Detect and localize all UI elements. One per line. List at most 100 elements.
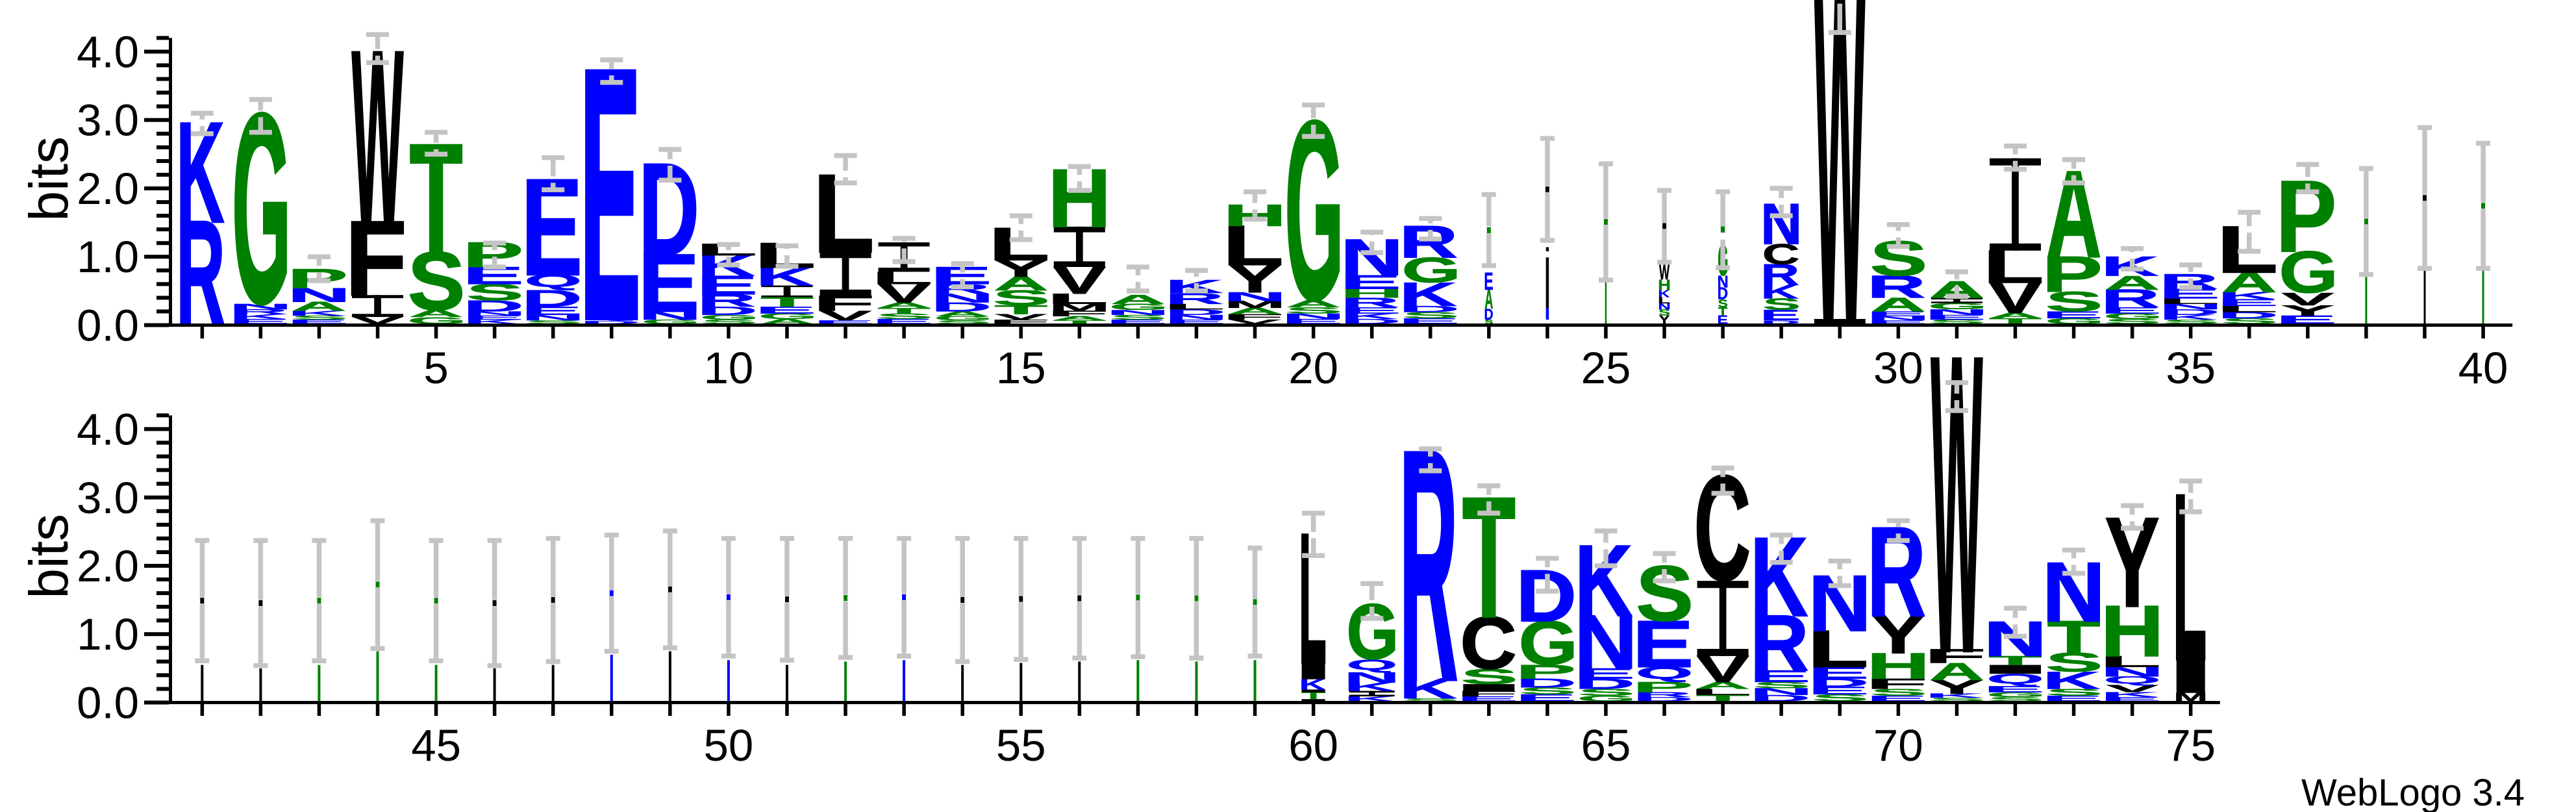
svg-text:S: S <box>2045 286 2103 317</box>
svg-text:F: F <box>1223 312 1284 322</box>
svg-text:40: 40 <box>2458 343 2508 393</box>
svg-text:D: D <box>1633 696 1694 702</box>
svg-text:S: S <box>2162 318 2220 325</box>
svg-text:bits: bits <box>18 136 79 222</box>
svg-text:K: K <box>1761 281 1799 303</box>
svg-text:N: N <box>229 302 292 311</box>
svg-text:S: S <box>2221 316 2278 325</box>
svg-text:V: V <box>2106 683 2158 694</box>
svg-text:N: N <box>1165 314 1228 322</box>
svg-text:N: N <box>463 311 526 317</box>
svg-text:D: D <box>1575 676 1635 692</box>
svg-text:D: D <box>1750 693 1810 703</box>
svg-text:V: V <box>878 279 931 309</box>
svg-text:L: L <box>1690 687 1751 697</box>
svg-text:N: N <box>1984 611 2047 666</box>
svg-text:T: T <box>1989 316 2042 325</box>
svg-text:D: D <box>639 136 699 283</box>
svg-text:E: E <box>1106 318 1167 325</box>
svg-text:3.0: 3.0 <box>77 95 139 146</box>
svg-text:55: 55 <box>996 720 1046 770</box>
svg-text:0.0: 0.0 <box>77 301 139 351</box>
svg-text:N: N <box>1574 600 1637 685</box>
svg-text:E: E <box>697 270 758 300</box>
svg-text:S: S <box>2045 687 2103 698</box>
svg-text:25: 25 <box>1581 343 1631 393</box>
svg-text:R: R <box>697 290 756 311</box>
svg-text:N: N <box>2101 664 2164 679</box>
svg-text:V: V <box>995 312 1047 322</box>
svg-text:E: E <box>1516 692 1577 704</box>
svg-text:M: M <box>2173 691 2208 704</box>
svg-text:Q: Q <box>1636 664 1693 683</box>
svg-text:W: W <box>1814 0 1866 423</box>
svg-text:E: E <box>755 305 816 316</box>
svg-text:E: E <box>1808 685 1869 697</box>
svg-text:S: S <box>2045 647 2103 678</box>
svg-text:E: E <box>1925 313 1986 321</box>
svg-text:Y: Y <box>2281 302 2334 319</box>
svg-text:E: E <box>1340 305 1401 315</box>
svg-text:E: E <box>2042 309 2103 320</box>
svg-text:T: T <box>1462 463 1516 653</box>
svg-text:E: E <box>2159 286 2220 301</box>
svg-text:S: S <box>466 279 523 305</box>
svg-text:S: S <box>1987 696 2044 702</box>
svg-text:L: L <box>1299 494 1327 702</box>
svg-text:D: D <box>2159 308 2220 317</box>
svg-text:D: D <box>1516 676 1577 690</box>
svg-text:E: E <box>287 318 348 325</box>
svg-text:D: D <box>697 304 758 318</box>
svg-text:S: S <box>993 286 1050 309</box>
svg-text:F: F <box>1457 689 1518 698</box>
svg-text:G: G <box>1109 302 1168 312</box>
svg-text:F: F <box>988 318 1050 325</box>
svg-text:Q: Q <box>1347 657 1397 673</box>
svg-text:C: C <box>1762 238 1799 270</box>
svg-text:A: A <box>1286 298 1341 309</box>
svg-text:N: N <box>2042 545 2105 640</box>
svg-text:E: E <box>1282 318 1343 325</box>
svg-text:N: N <box>1750 686 1813 697</box>
svg-text:D: D <box>463 297 523 314</box>
svg-text:K: K <box>2101 691 2158 698</box>
svg-text:R: R <box>1166 290 1224 307</box>
svg-text:D: D <box>1760 319 1800 325</box>
svg-text:A: A <box>1988 311 2043 320</box>
svg-text:R: R <box>1399 383 1458 748</box>
svg-text:75: 75 <box>2166 720 2216 770</box>
svg-text:D: D <box>1484 305 1494 324</box>
svg-text:N: N <box>1107 309 1169 316</box>
svg-text:A: A <box>2046 146 2101 283</box>
svg-text:N: N <box>1344 669 1400 686</box>
svg-text:S: S <box>1636 550 1694 637</box>
svg-text:E: E <box>814 320 875 325</box>
svg-text:D: D <box>1399 304 1460 314</box>
svg-text:S: S <box>1753 680 1810 690</box>
svg-text:K: K <box>1926 692 1983 699</box>
svg-text:A: A <box>408 308 464 319</box>
svg-text:L: L <box>1807 620 1868 679</box>
svg-text:E: E <box>1717 313 1728 327</box>
svg-text:A: A <box>1929 657 1984 685</box>
svg-text:65: 65 <box>1581 720 1631 770</box>
svg-text:Q: Q <box>525 271 582 290</box>
svg-text:R: R <box>1399 216 1458 267</box>
svg-text:A: A <box>1052 315 1107 322</box>
svg-text:S: S <box>1870 687 1927 698</box>
svg-text:V: V <box>351 315 404 326</box>
svg-text:G: G <box>1347 588 1399 676</box>
svg-text:A: A <box>2221 266 2277 299</box>
svg-text:N: N <box>1760 192 1802 256</box>
svg-text:E: E <box>229 318 290 325</box>
svg-text:C: C <box>1694 444 1751 611</box>
svg-text:E: E <box>1340 271 1401 293</box>
svg-text:Q: Q <box>2104 675 2161 686</box>
svg-text:G: G <box>1577 694 1636 703</box>
svg-text:F: F <box>1924 645 1986 667</box>
svg-text:N: N <box>1925 308 1988 317</box>
svg-text:4.0: 4.0 <box>77 27 139 77</box>
svg-text:E: E <box>2218 297 2279 308</box>
svg-text:R: R <box>176 189 225 355</box>
svg-text:A: A <box>292 299 347 313</box>
